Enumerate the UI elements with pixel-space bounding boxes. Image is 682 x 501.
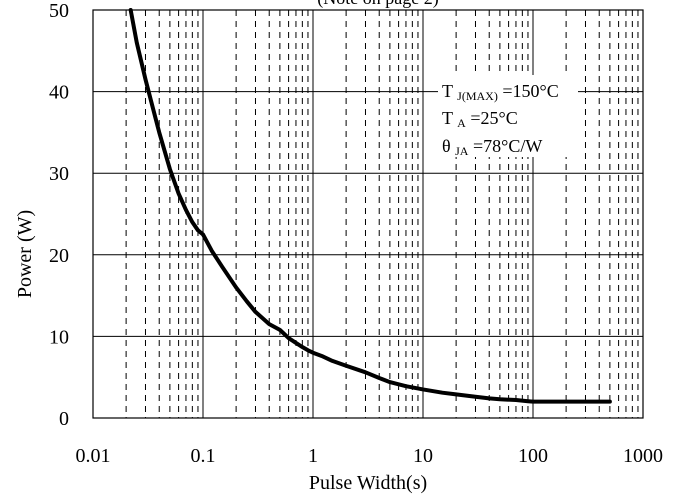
x-axis-title: Pulse Width(s) — [309, 472, 427, 494]
annotation-ta-main: T — [442, 108, 453, 128]
y-tick-label: 40 — [49, 82, 69, 104]
annotation-thetaja-sub: JA — [455, 144, 469, 158]
annotation-box: T J(MAX) =150°C T A =25°C θ JA =78°C/W — [438, 75, 578, 159]
grid-layer — [92, 9, 644, 419]
y-tick-label: 50 — [49, 0, 69, 22]
y-tick-label: 10 — [49, 326, 69, 348]
y-tick-label: 0 — [59, 408, 69, 430]
x-tick-label: 100 — [518, 445, 548, 467]
series-layer — [128, 8, 612, 404]
y-axis-title: Power (W) — [14, 210, 36, 298]
axes-layer — [92, 9, 644, 419]
annotation-tjmax-main: T — [442, 81, 453, 101]
x-tick-label: 1 — [308, 445, 318, 467]
x-tick-label: 0.1 — [191, 445, 216, 467]
y-tick-label: 30 — [49, 163, 69, 185]
annotation-ta-value: =25°C — [470, 108, 517, 128]
power-series-line — [128, 8, 612, 404]
annotation-thetaja: θ JA =78°C/W — [442, 136, 542, 159]
annotation-thetaja-value: =78°C/W — [473, 136, 542, 156]
y-tick-label: 20 — [49, 245, 69, 267]
annotation-ta-sub: A — [457, 116, 466, 130]
annotation-tjmax: T J(MAX) =150°C — [442, 81, 559, 104]
annotation-ta: T A =25°C — [442, 108, 518, 131]
plot-frame — [92, 9, 644, 419]
annotation-tjmax-sub: J(MAX) — [457, 89, 498, 103]
annotation-background — [438, 75, 578, 157]
annotation-thetaja-main: θ — [442, 136, 451, 156]
chart-title: (Note on page 2) — [317, 0, 438, 9]
annotation-tjmax-value: =150°C — [502, 81, 558, 101]
x-tick-label: 10 — [413, 445, 433, 467]
x-tick-label: 1000 — [623, 445, 663, 467]
tick-label-layer: 0.01 0.1 1 10 100 1000 0 10 20 30 40 50 — [49, 0, 663, 467]
x-tick-label: 0.01 — [76, 445, 111, 467]
